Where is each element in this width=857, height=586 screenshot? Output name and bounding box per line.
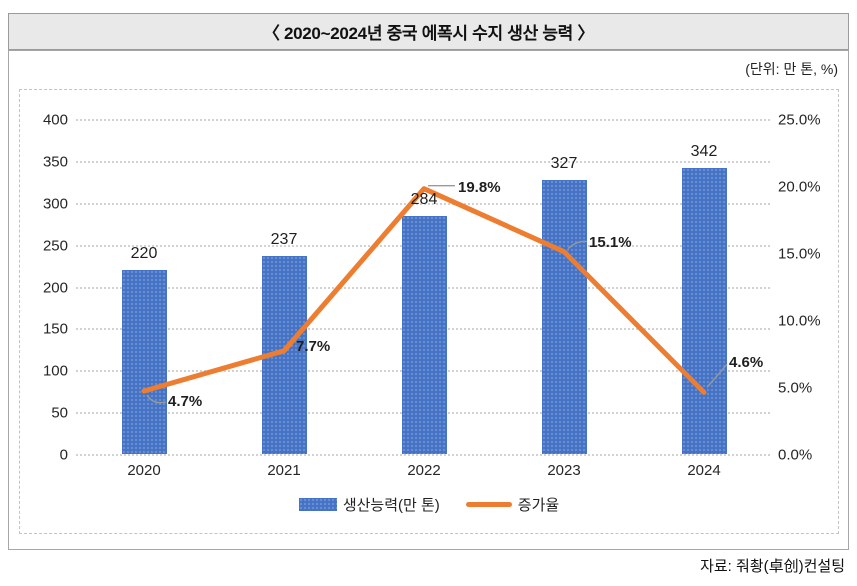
left-axis-tick-label: 400 (42, 111, 68, 129)
bar-2020 (121, 269, 167, 454)
right-axis-tick-label: 10.0% (778, 312, 821, 330)
right-axis-tick-label: 20.0% (778, 178, 821, 196)
page-title: 〈 2020~2024년 중국 에폭시 수지 생산 능력 〉 (262, 24, 595, 43)
chart-title-bar: 〈 2020~2024년 중국 에폭시 수지 생산 능력 〉 (8, 13, 849, 50)
x-axis-label-2023: 2023 (547, 462, 581, 479)
bar-2022 (401, 216, 447, 454)
chart-frame: 400 350 300 250 200 150 100 50 0 25.0% 20.0% 15.0%… (19, 89, 839, 534)
chart-legend: 생산능력(만 톤) 증가율 (20, 493, 838, 515)
bar-2023 (541, 180, 587, 454)
bar-value-label: 237 (270, 230, 298, 248)
gridline (76, 119, 770, 121)
right-axis-tick-label: 0.0% (778, 446, 813, 464)
line-value-label: 7.7% (296, 337, 331, 355)
bar-2024 (681, 167, 727, 454)
left-axis-tick-label: 200 (42, 279, 68, 296)
right-axis-tick-label: 5.0% (778, 379, 813, 397)
x-axis-label-2022: 2022 (407, 462, 441, 479)
left-axis-tick-label: 250 (42, 237, 68, 255)
chart-panel: (단위: 만 톤, %) 400 350 300 250 200 150 100 50 0 25… (8, 50, 849, 550)
left-axis-tick-label: 300 (42, 195, 68, 213)
legend-item-capacity: 생산능력(만 톤) (298, 494, 440, 515)
left-axis-tick-label: 100 (42, 362, 68, 380)
line-value-label: 4.6% (729, 354, 764, 372)
line-series-swatch-icon (465, 501, 512, 507)
x-axis-label-2024: 2024 (687, 462, 721, 479)
left-axis-tick-label: 0 (59, 446, 68, 464)
x-axis-label-2020: 2020 (127, 462, 161, 479)
left-axis-tick-label: 350 (42, 153, 68, 171)
bar-value-label: 327 (550, 155, 578, 173)
gridline (76, 160, 770, 163)
gridline (76, 454, 770, 456)
legend-label-growth: 증가율 (517, 496, 560, 514)
x-axis-label-2021: 2021 (267, 462, 301, 479)
left-axis-tick-label: 50 (51, 404, 68, 422)
right-axis-tick-label: 15.0% (778, 245, 821, 263)
line-value-label: 19.8% (458, 178, 501, 196)
left-axis-tick-label: 150 (42, 320, 68, 338)
line-value-label: 4.7% (168, 393, 203, 411)
source-label: 자료: 줘촹(卓创)컨설팅 (700, 558, 845, 575)
legend-item-growth: 증가율 (465, 494, 560, 515)
bar-series-swatch-icon (298, 497, 337, 511)
legend-label-capacity: 생산능력(만 톤) (342, 496, 440, 514)
bar-value-label: 284 (410, 191, 438, 209)
bar-value-label: 342 (690, 142, 718, 160)
bar-value-label: 220 (130, 244, 158, 262)
unit-label: (단위: 만 톤, %) (745, 61, 838, 77)
line-value-label: 15.1% (589, 233, 632, 251)
right-axis-tick-label: 25.0% (778, 111, 821, 129)
